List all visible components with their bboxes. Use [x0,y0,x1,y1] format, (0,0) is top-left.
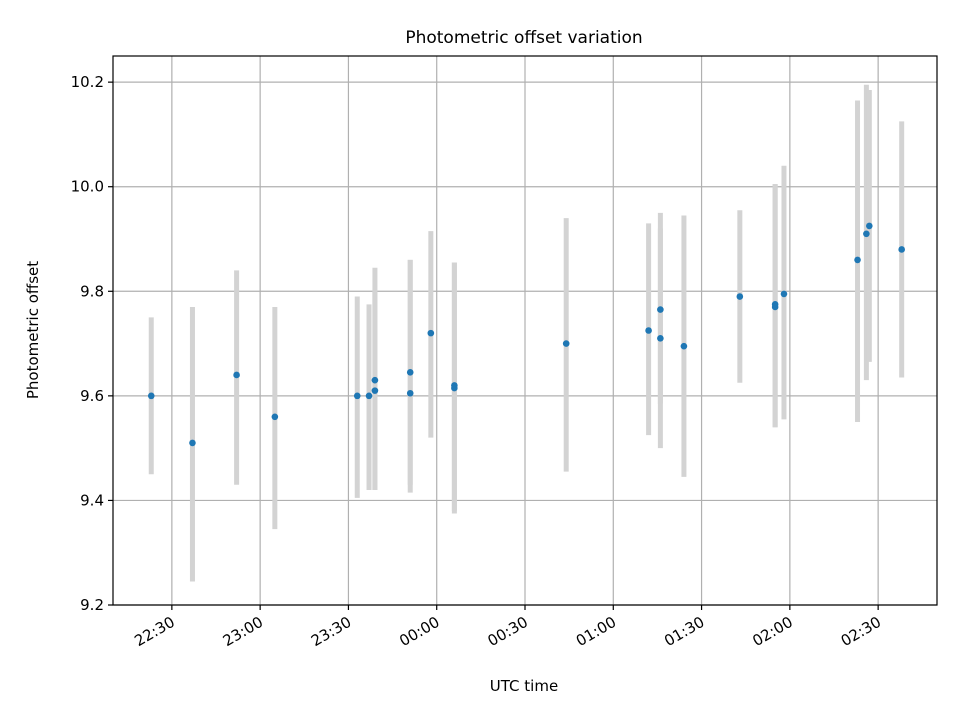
data-point [353,392,361,400]
x-tick-label: 00:30 [485,613,531,650]
y-axis-label: Photometric offset [24,261,42,399]
data-point [736,293,744,300]
x-tick-label: 00:00 [396,613,442,650]
chart-title: Photometric offset variation [405,28,642,48]
data-point [898,246,905,253]
data-point [780,290,788,298]
y-tick-label: 9.8 [80,282,104,300]
data-point [562,340,570,347]
data-points [147,222,905,447]
x-tick-label: 23:00 [220,613,266,650]
data-point [863,230,870,238]
x-axis-ticks: 22:30 23:00 23:30 00:00 00:30 01:00 01:30 02:00… [131,605,884,650]
data-point [406,389,414,397]
x-tick-label: 02:30 [838,613,884,650]
data-point [189,439,196,447]
y-tick-label: 10.0 [71,178,104,196]
data-point [680,342,688,350]
data-point [657,335,664,342]
data-point [451,384,458,392]
y-tick-label: 9.2 [80,596,104,614]
y-tick-label: 10.2 [71,73,104,91]
x-tick-label: 23:30 [308,613,354,650]
x-tick-label: 22:30 [131,613,177,650]
data-point [371,387,379,394]
y-tick-label: 9.4 [80,491,104,509]
data-point [657,306,664,313]
data-point [854,256,861,264]
data-point [365,392,373,400]
data-point [645,327,652,334]
y-axis-ticks: 9.2 9.4 9.6 9.8 10.0 10.2 [71,73,113,614]
data-point [406,369,414,376]
data-point [371,376,379,384]
data-point [147,392,155,400]
x-axis-label: UTC time [490,677,558,695]
data-point [427,329,435,337]
x-tick-label: 01:00 [573,613,619,650]
x-tick-label: 02:00 [749,613,795,650]
grid-lines [113,56,937,606]
y-tick-label: 9.6 [80,387,104,405]
data-point [271,413,279,421]
x-tick-label: 01:30 [661,613,707,650]
error-bars [148,84,905,582]
data-point [866,222,873,230]
data-point [771,303,779,311]
data-point [233,371,240,379]
